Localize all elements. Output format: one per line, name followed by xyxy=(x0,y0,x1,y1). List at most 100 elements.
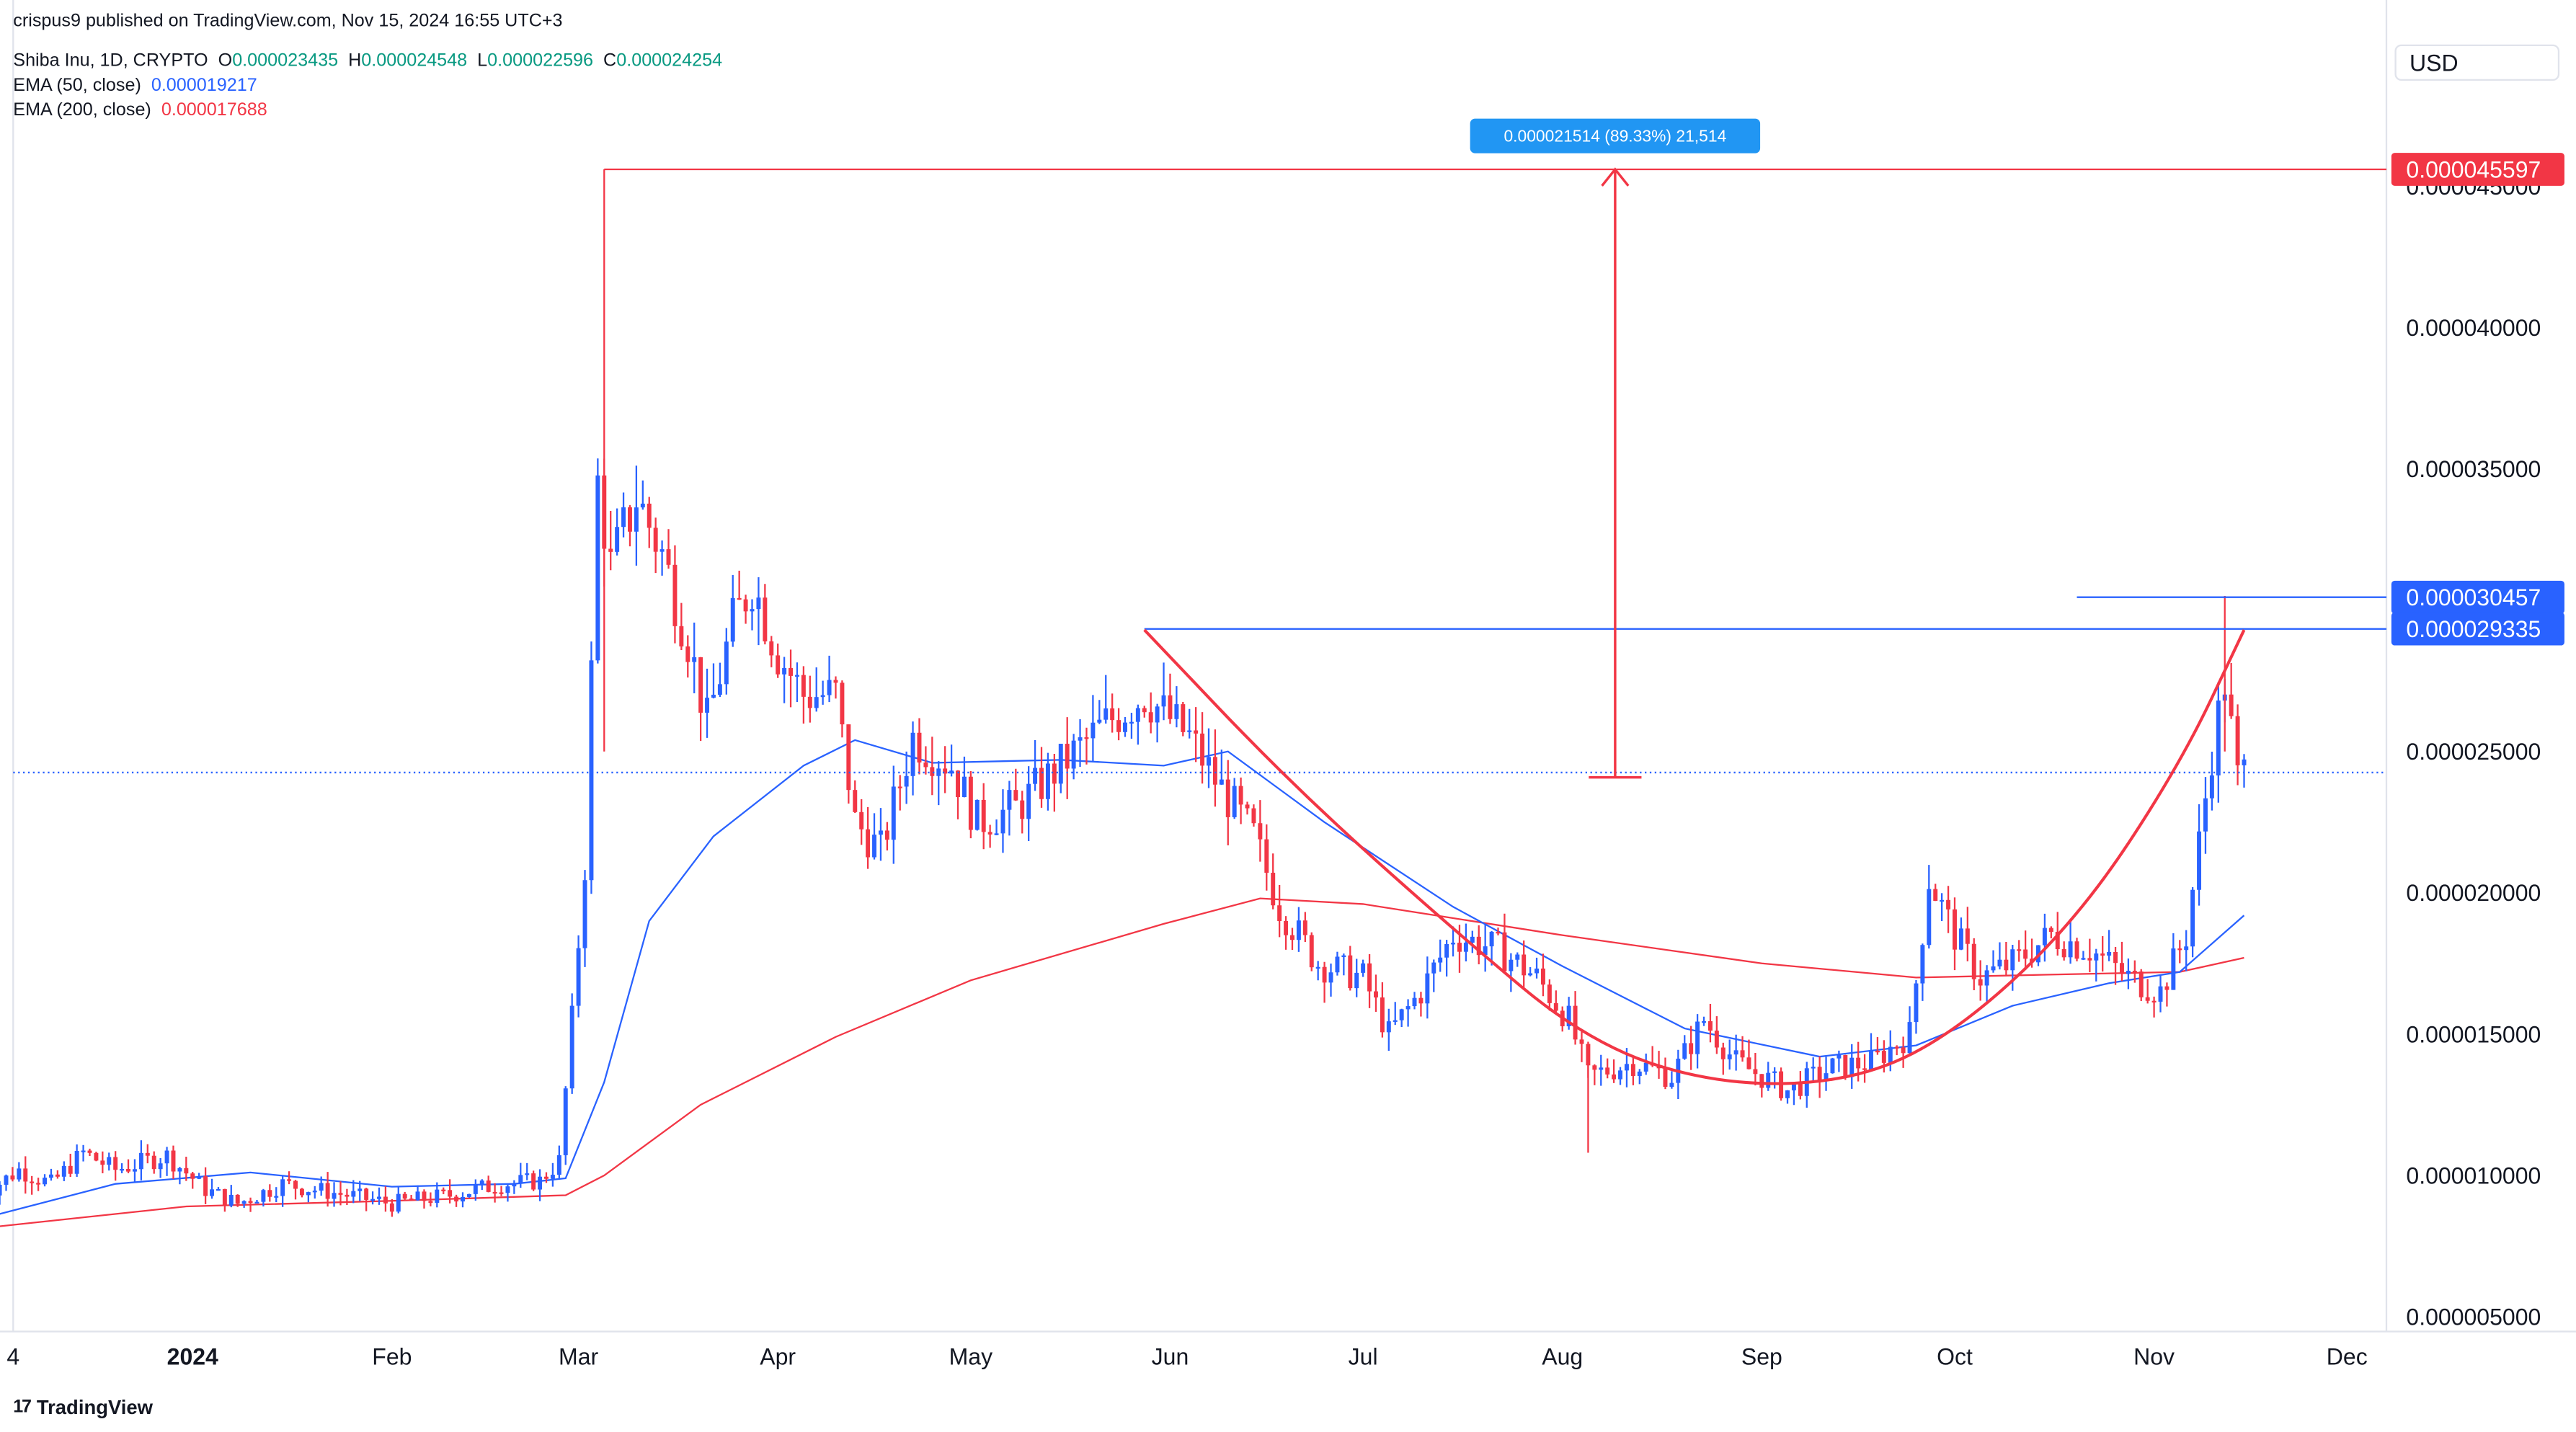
candle-body xyxy=(743,599,748,612)
candle-body xyxy=(853,790,858,812)
candle-body xyxy=(1740,1050,1745,1058)
high-value: 0.000024548 xyxy=(361,50,468,71)
candle-body xyxy=(576,948,581,1006)
candle-body xyxy=(724,641,729,685)
candle-body xyxy=(1953,909,1957,950)
high-label: H xyxy=(348,50,362,71)
candle-body xyxy=(132,1169,137,1172)
candle-body xyxy=(428,1201,433,1204)
candle-body xyxy=(1978,979,1983,986)
candle-body xyxy=(891,786,896,840)
ema50-legend: EMA (50, close) 0.000019217 xyxy=(13,74,257,97)
time-tick-label: Apr xyxy=(760,1343,796,1369)
ohlc-legend: Shiba Inu, 1D, CRYPTO O0.000023435 H0.00… xyxy=(13,50,722,73)
candle-body xyxy=(2042,928,2047,946)
candle-body xyxy=(1733,1050,1738,1055)
candle-body xyxy=(1862,1068,1867,1070)
currency-selector[interactable]: USD xyxy=(2394,44,2560,81)
candle-body xyxy=(1971,943,1976,979)
candle-body xyxy=(505,1186,510,1193)
candle-body xyxy=(1258,823,1263,840)
candle-body xyxy=(2048,928,2053,933)
candle-body xyxy=(1251,808,1256,824)
candle-body xyxy=(1161,695,1166,707)
candle-body xyxy=(2203,798,2208,832)
candle-body xyxy=(94,1152,99,1161)
price-tick-label: 0.000035000 xyxy=(2406,456,2541,482)
candle-body xyxy=(1000,809,1005,834)
candle-body xyxy=(1335,956,1340,973)
candle-body xyxy=(1875,1050,1880,1053)
candle-body xyxy=(1142,708,1147,713)
candle-body xyxy=(569,1005,574,1089)
candle-body xyxy=(994,833,999,835)
candle-body xyxy=(531,1173,536,1190)
candle-body xyxy=(1045,763,1050,799)
candle-body xyxy=(1540,968,1545,985)
candle-body xyxy=(679,626,684,646)
candle-body xyxy=(267,1190,272,1197)
candle-body xyxy=(1946,899,1951,910)
candle-body xyxy=(1811,1067,1816,1069)
candle-body xyxy=(1026,783,1031,819)
candle-body xyxy=(789,667,794,676)
candle-body xyxy=(1888,1046,1893,1063)
candle-body xyxy=(1200,733,1205,766)
candle-body xyxy=(1110,708,1115,721)
candle-body xyxy=(1836,1055,1842,1059)
candle-body xyxy=(1522,954,1527,976)
candle-body xyxy=(2171,948,2176,990)
candle-body xyxy=(1399,1009,1404,1020)
candle-body xyxy=(1232,786,1237,817)
candle-body xyxy=(383,1196,388,1204)
candle-body xyxy=(1084,737,1089,739)
candle-body xyxy=(499,1192,504,1194)
candle-body xyxy=(943,768,948,774)
candle-body xyxy=(2100,953,2105,956)
time-tick-label: Oct xyxy=(1937,1343,1973,1369)
candle-body xyxy=(987,832,992,835)
price-tick-label: 0.000040000 xyxy=(2406,315,2541,341)
time-tick-label: Nov xyxy=(2133,1343,2175,1369)
candle-body xyxy=(2126,971,2131,974)
low-value: 0.000022596 xyxy=(487,50,594,71)
candle-body xyxy=(228,1194,234,1206)
candle-body xyxy=(1573,1005,1578,1040)
candle-body xyxy=(1843,1055,1848,1077)
candle-body xyxy=(1824,1073,1829,1082)
candle-body xyxy=(190,1173,195,1179)
candle-body xyxy=(782,667,787,675)
candle-body xyxy=(1135,708,1140,722)
candle-body xyxy=(1168,695,1173,719)
candle-body xyxy=(794,675,799,677)
candle-body xyxy=(0,1184,2,1196)
candle-body xyxy=(120,1169,125,1171)
candle-body xyxy=(100,1160,105,1165)
candle-body xyxy=(589,660,594,881)
candle-body xyxy=(833,680,838,683)
close-label: C xyxy=(603,50,617,71)
candle-body xyxy=(698,657,703,713)
candle-body xyxy=(4,1175,9,1185)
candle-body xyxy=(274,1196,279,1198)
candle-body xyxy=(1746,1057,1751,1069)
candle-body xyxy=(563,1088,568,1155)
candle-body xyxy=(1695,1021,1700,1054)
candle-body xyxy=(2113,951,2118,964)
candle-body xyxy=(840,682,845,725)
candle-body xyxy=(319,1183,324,1191)
candle-body xyxy=(441,1189,446,1191)
candle-body xyxy=(1630,1064,1635,1076)
candle-body xyxy=(2145,997,2150,1001)
candle-body xyxy=(492,1191,497,1194)
candle-body xyxy=(138,1152,143,1170)
candle-body xyxy=(332,1193,337,1199)
candle-body xyxy=(345,1194,350,1197)
candle-body xyxy=(2132,971,2137,973)
candle-body xyxy=(1618,1070,1622,1080)
measure-label: 0.000021514 (89.33%) 21,514 xyxy=(1504,127,1726,146)
candle-body xyxy=(1071,740,1076,769)
candle-body xyxy=(1579,1039,1584,1044)
